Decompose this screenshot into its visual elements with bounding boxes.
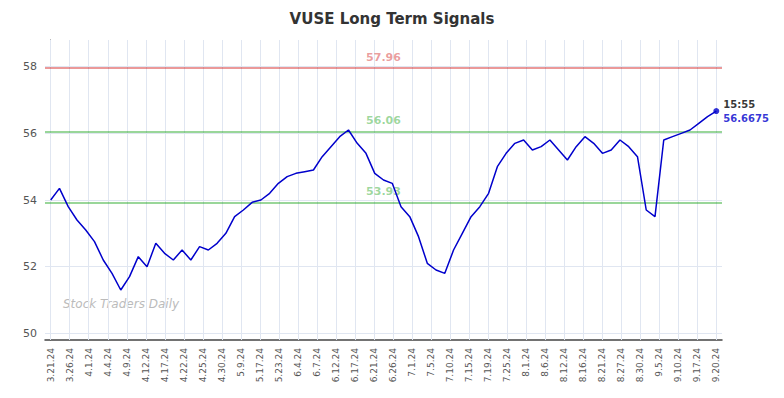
svg-text:3.21.24: 3.21.24 xyxy=(46,348,56,383)
svg-text:56.06: 56.06 xyxy=(366,114,401,127)
svg-text:4.9.24: 4.9.24 xyxy=(122,348,132,377)
svg-text:57.96: 57.96 xyxy=(366,51,401,64)
svg-text:58: 58 xyxy=(23,60,37,73)
svg-text:52: 52 xyxy=(23,260,37,273)
svg-text:4.12.24: 4.12.24 xyxy=(141,348,151,383)
svg-text:7.1.24: 7.1.24 xyxy=(407,348,417,377)
svg-text:4.30.24: 4.30.24 xyxy=(217,348,227,383)
svg-text:3.26.24: 3.26.24 xyxy=(65,348,75,383)
svg-text:4.17.24: 4.17.24 xyxy=(160,348,170,383)
svg-text:Stock Traders Daily: Stock Traders Daily xyxy=(63,297,180,311)
svg-text:8.21.24: 8.21.24 xyxy=(597,348,607,383)
svg-text:8.6.24: 8.6.24 xyxy=(540,348,550,377)
svg-text:9.5.24: 9.5.24 xyxy=(654,348,664,377)
svg-text:5.9.24: 5.9.24 xyxy=(236,348,246,377)
svg-text:7.15.24: 7.15.24 xyxy=(464,348,474,383)
svg-text:56: 56 xyxy=(23,127,37,140)
svg-text:7.25.24: 7.25.24 xyxy=(502,348,512,383)
svg-text:8.1.24: 8.1.24 xyxy=(521,348,531,377)
svg-text:56.6675: 56.6675 xyxy=(723,113,769,124)
svg-text:7.19.24: 7.19.24 xyxy=(483,348,493,383)
svg-text:5.23.24: 5.23.24 xyxy=(274,348,284,383)
svg-text:8.12.24: 8.12.24 xyxy=(559,348,569,383)
svg-text:9.20.24: 9.20.24 xyxy=(711,348,721,383)
svg-text:8.27.24: 8.27.24 xyxy=(616,348,626,383)
svg-text:4.25.24: 4.25.24 xyxy=(198,348,208,383)
svg-text:8.16.24: 8.16.24 xyxy=(578,348,588,383)
svg-text:9.17.24: 9.17.24 xyxy=(692,348,702,383)
svg-text:6.7.24: 6.7.24 xyxy=(312,348,322,377)
svg-text:50: 50 xyxy=(23,327,37,340)
svg-text:6.12.24: 6.12.24 xyxy=(331,348,341,383)
svg-text:4.1.24: 4.1.24 xyxy=(84,348,94,377)
svg-text:54: 54 xyxy=(23,194,37,207)
svg-text:6.4.24: 6.4.24 xyxy=(293,348,303,377)
svg-text:VUSE Long Term Signals: VUSE Long Term Signals xyxy=(290,10,495,28)
svg-text:4.22.24: 4.22.24 xyxy=(179,348,189,383)
svg-text:9.10.24: 9.10.24 xyxy=(673,348,683,383)
svg-text:5.17.24: 5.17.24 xyxy=(255,348,265,383)
svg-text:15:55: 15:55 xyxy=(723,99,755,110)
svg-text:53.93: 53.93 xyxy=(366,185,401,199)
svg-text:4.4.24: 4.4.24 xyxy=(103,348,113,377)
svg-text:6.21.24: 6.21.24 xyxy=(369,348,379,383)
svg-text:6.17.24: 6.17.24 xyxy=(350,348,360,383)
svg-text:6.26.24: 6.26.24 xyxy=(388,348,398,383)
svg-text:7.5.24: 7.5.24 xyxy=(426,348,436,377)
svg-text:8.30.24: 8.30.24 xyxy=(635,348,645,383)
svg-text:7.10.24: 7.10.24 xyxy=(445,348,455,383)
